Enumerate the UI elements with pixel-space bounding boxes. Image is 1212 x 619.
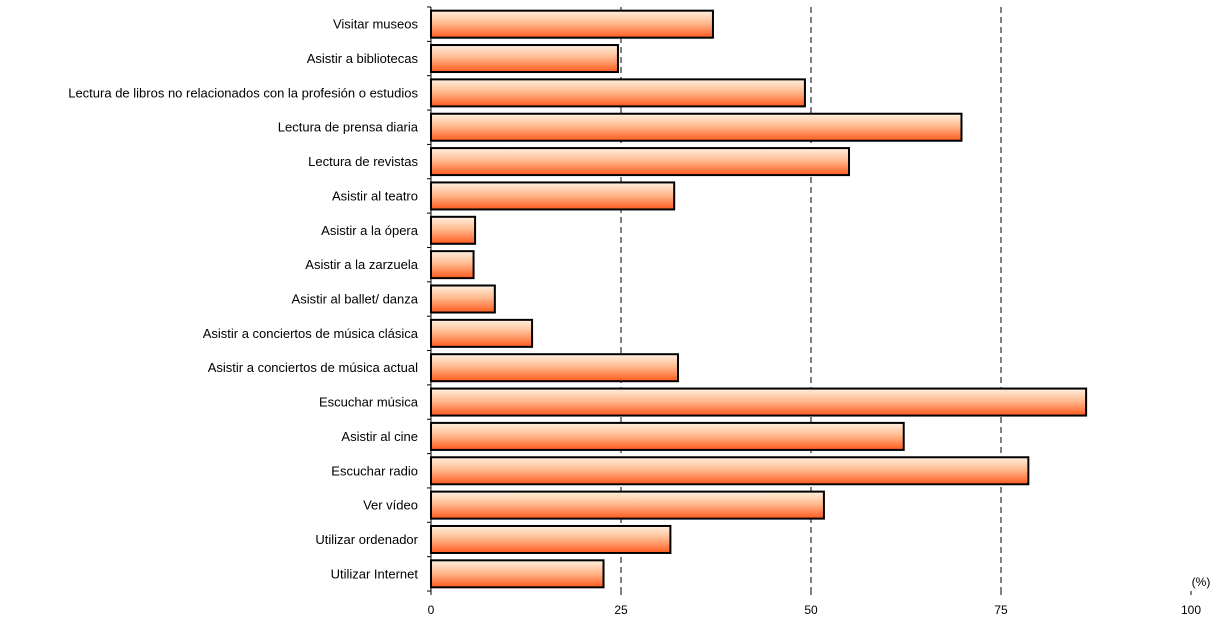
category-label-8: Asistir a la zarzuela	[305, 257, 418, 272]
bar-11	[430, 353, 679, 383]
category-label-3: Lectura de libros no relacionados con la…	[68, 85, 418, 100]
category-label-4: Lectura de prensa diaria	[278, 120, 419, 135]
bar-7	[430, 215, 477, 245]
bar-1	[430, 9, 714, 39]
bar-2	[430, 44, 619, 74]
x-tick-label-50: 50	[804, 603, 818, 617]
bar-15	[430, 490, 825, 520]
category-label-17: Utilizar Internet	[331, 566, 419, 581]
bar-9	[430, 284, 496, 314]
category-label-11: Asistir a conciertos de música actual	[208, 360, 418, 375]
category-label-14: Escuchar radio	[331, 463, 418, 478]
bar-3	[430, 78, 806, 108]
bar-10	[430, 318, 534, 348]
bar-17	[430, 559, 605, 589]
x-tick-label-75: 75	[994, 603, 1008, 617]
bar-8	[430, 250, 475, 280]
category-label-13: Asistir al cine	[341, 429, 418, 444]
bar-layer	[430, 9, 1088, 589]
category-label-7: Asistir a la ópera	[321, 223, 419, 238]
unit-label: (%)	[1192, 575, 1211, 589]
bar-16	[430, 524, 672, 554]
category-label-10: Asistir a conciertos de música clásica	[203, 326, 419, 341]
x-tick-label-0: 0	[428, 603, 435, 617]
category-label-5: Lectura de revistas	[308, 154, 418, 169]
grid-layer	[620, 7, 1002, 591]
category-label-15: Ver vídeo	[363, 498, 418, 513]
x-tick-label-100: 100	[1181, 603, 1201, 617]
axis-layer	[427, 6, 1192, 595]
category-label-12: Escuchar música	[319, 395, 419, 410]
label-layer: Visitar museos Asistir a bibliotecas Lectu…	[68, 17, 1201, 617]
category-label-9: Asistir al ballet/ danza	[292, 292, 419, 307]
bar-5	[430, 147, 850, 177]
category-label-2: Asistir a bibliotecas	[307, 51, 419, 66]
category-label-16: Utilizar ordenador	[315, 532, 418, 547]
x-tick-label-25: 25	[614, 603, 628, 617]
bar-12	[430, 387, 1088, 417]
category-label-6: Asistir al teatro	[332, 188, 418, 203]
bar-4	[430, 112, 963, 142]
bar-14	[430, 456, 1030, 486]
bar-6	[430, 181, 676, 211]
bar-13	[430, 421, 905, 451]
category-label-1: Visitar museos	[333, 17, 419, 32]
